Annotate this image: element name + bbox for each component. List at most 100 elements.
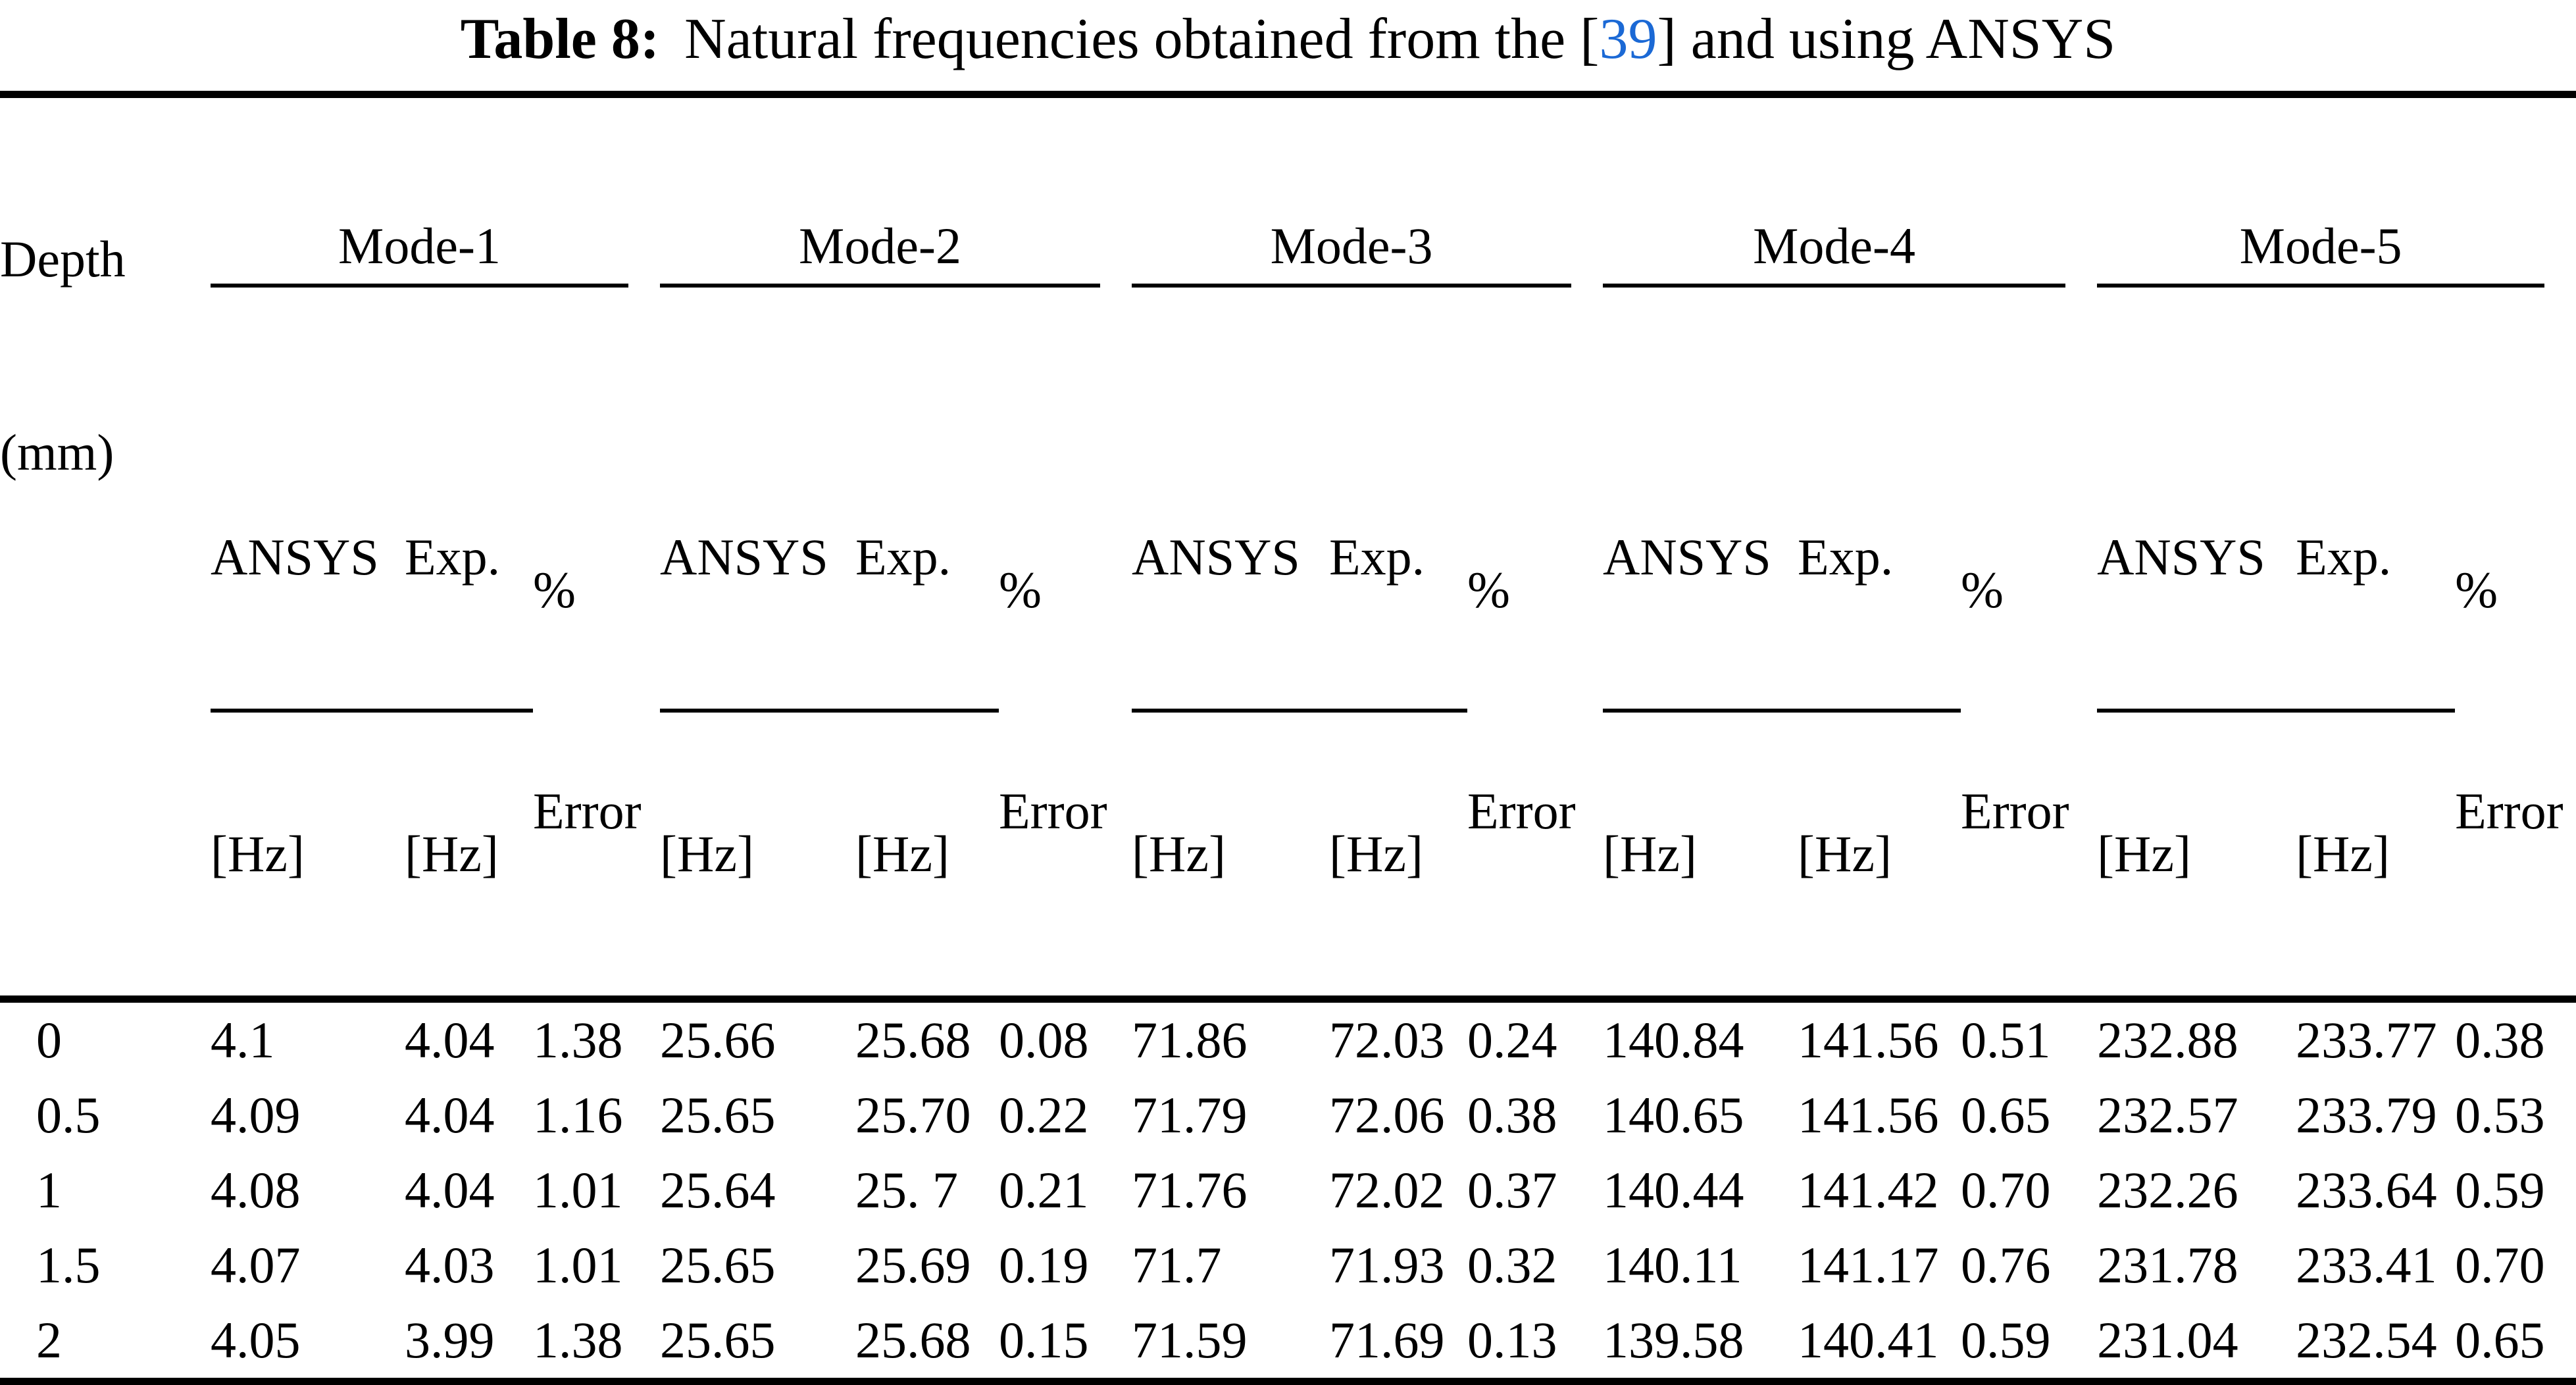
data-cell: 25.69 xyxy=(855,1236,971,1294)
data-cell: 25.65 xyxy=(660,1311,776,1369)
data-cell: 0.59 xyxy=(1961,1311,2051,1369)
data-cell: 72.06 xyxy=(1329,1086,1445,1144)
exp-header-cell: Exp. xyxy=(1329,406,1468,713)
data-cell: 0.53 xyxy=(2455,1086,2545,1144)
mode-group-label: Mode-2 xyxy=(660,216,1101,288)
depth-cell: 0.5 xyxy=(36,1086,101,1144)
data-cell: 0.19 xyxy=(999,1236,1089,1294)
percent-error-header-cell: % Error xyxy=(999,406,1132,1003)
mode-group-header-2: Mode-2 xyxy=(660,95,1132,407)
hz-header-cell: [Hz] xyxy=(211,711,405,1003)
error-label: Error xyxy=(533,782,642,840)
data-cell: 232.57 xyxy=(2097,1086,2238,1144)
data-cell: 4.05 xyxy=(211,1311,301,1369)
data-cell: 1.16 xyxy=(533,1086,623,1144)
percent-sign: % xyxy=(2455,561,2498,618)
data-cell: 0.13 xyxy=(1467,1311,1557,1369)
data-cell: 0.08 xyxy=(999,1011,1089,1069)
data-cell: 232.26 xyxy=(2097,1161,2238,1219)
depth-cell: 2 xyxy=(36,1311,62,1369)
data-cell: 233.79 xyxy=(2296,1086,2437,1144)
error-label: Error xyxy=(1467,782,1576,840)
exp-header-cell: Exp. xyxy=(2296,406,2456,713)
exp-header-cell: Exp. xyxy=(855,406,999,713)
mode-group-label: Mode-3 xyxy=(1132,216,1572,288)
data-cell: 0.37 xyxy=(1467,1161,1557,1219)
data-cell: 233.77 xyxy=(2296,1011,2437,1069)
table-row: 1.5 4.07 4.03 1.01 25.65 25.69 0.19 71.7… xyxy=(0,1228,2576,1303)
depth-header-line1: Depth xyxy=(0,230,126,288)
data-cell: 4.07 xyxy=(211,1236,301,1294)
data-cell: 4.04 xyxy=(405,1086,495,1144)
exp-header-cell: Exp. xyxy=(405,406,533,713)
data-cell: 141.56 xyxy=(1798,1011,1939,1069)
citation-link[interactable]: 39 xyxy=(1599,7,1657,71)
data-cell: 0.51 xyxy=(1961,1011,2051,1069)
data-cell: 72.03 xyxy=(1329,1011,1445,1069)
data-cell: 140.44 xyxy=(1603,1161,1744,1219)
mode-group-label: Mode-4 xyxy=(1603,216,2066,288)
data-cell: 3.99 xyxy=(405,1311,495,1369)
data-cell: 141.42 xyxy=(1798,1161,1939,1219)
data-cell: 141.17 xyxy=(1798,1236,1939,1294)
error-label: Error xyxy=(1961,782,2069,840)
data-cell: 1.38 xyxy=(533,1011,623,1069)
mode-group-header-1: Mode-1 xyxy=(211,95,660,407)
data-cell: 140.84 xyxy=(1603,1011,1744,1069)
table-row: 0 4.1 4.04 1.38 25.66 25.68 0.08 71.86 7… xyxy=(0,999,2576,1078)
data-cell: 71.76 xyxy=(1132,1161,1248,1219)
data-cell: 140.65 xyxy=(1603,1086,1744,1144)
data-cell: 4.08 xyxy=(211,1161,301,1219)
hz-header-cell: [Hz] xyxy=(2097,711,2296,1003)
data-cell: 71.69 xyxy=(1329,1311,1445,1369)
data-cell: 71.79 xyxy=(1132,1086,1248,1144)
hz-header-cell: [Hz] xyxy=(1132,711,1330,1003)
data-cell: 25. 7 xyxy=(855,1161,959,1219)
data-cell: 71.7 xyxy=(1132,1236,1222,1294)
percent-sign: % xyxy=(533,561,576,618)
data-cell: 4.04 xyxy=(405,1011,495,1069)
depth-header-cell: Depth (mm) xyxy=(0,94,211,1003)
hz-header-cell: [Hz] xyxy=(405,711,533,1003)
data-cell: 232.54 xyxy=(2296,1311,2437,1369)
data-cell: 25.66 xyxy=(660,1011,776,1069)
data-cell: 140.41 xyxy=(1798,1311,1939,1369)
hz-header-cell: [Hz] xyxy=(1329,711,1468,1003)
percent-error-header-cell: % Error xyxy=(1467,406,1604,1003)
data-cell: 0.24 xyxy=(1467,1011,1557,1069)
exp-header-cell: Exp. xyxy=(1798,406,1961,713)
data-cell: 1.01 xyxy=(533,1236,623,1294)
data-cell: 140.11 xyxy=(1603,1236,1742,1294)
data-cell: 71.59 xyxy=(1132,1311,1248,1369)
data-cell: 231.04 xyxy=(2097,1311,2238,1369)
data-cell: 25.64 xyxy=(660,1161,776,1219)
data-cell: 233.41 xyxy=(2296,1236,2437,1294)
data-cell: 0.76 xyxy=(1961,1236,2051,1294)
data-cell: 4.1 xyxy=(211,1011,275,1069)
percent-error-header-cell: % Error xyxy=(1961,406,2098,1003)
data-cell: 0.21 xyxy=(999,1161,1089,1219)
caption-text-before: Natural frequencies obtained from the xyxy=(670,7,1580,71)
mode-group-header-3: Mode-3 xyxy=(1132,95,1603,407)
data-cell: 72.02 xyxy=(1329,1161,1445,1219)
caption-label: Table 8: xyxy=(460,7,660,71)
ansys-header-cell: ANSYS xyxy=(1603,406,1798,713)
data-cell: 231.78 xyxy=(2097,1236,2238,1294)
data-cell: 0.65 xyxy=(1961,1086,2051,1144)
header-row-units: [Hz] [Hz] [Hz] [Hz] [Hz] [Hz] [Hz] [Hz] … xyxy=(0,711,2576,1003)
mode-group-header-5: Mode-5 xyxy=(2097,95,2576,407)
depth-header-line2: (mm) xyxy=(0,424,114,481)
citation-bracket-close: ] xyxy=(1657,7,1677,71)
data-cell: 71.93 xyxy=(1329,1236,1445,1294)
natural-frequencies-table: Depth (mm) Mode-1 Mode-2 Mode-3 Mode-4 M… xyxy=(0,91,2576,1385)
table-row: 2 4.05 3.99 1.38 25.65 25.68 0.15 71.59 … xyxy=(0,1303,2576,1382)
error-label: Error xyxy=(999,782,1107,840)
percent-sign: % xyxy=(999,561,1042,618)
mode-group-header-4: Mode-4 xyxy=(1603,95,2097,407)
data-cell: 0.15 xyxy=(999,1311,1089,1369)
table-row: 1 4.08 4.04 1.01 25.64 25. 7 0.21 71.76 … xyxy=(0,1153,2576,1228)
data-cell: 25.65 xyxy=(660,1086,776,1144)
data-cell: 0.70 xyxy=(2455,1236,2545,1294)
depth-cell: 1.5 xyxy=(36,1236,101,1294)
